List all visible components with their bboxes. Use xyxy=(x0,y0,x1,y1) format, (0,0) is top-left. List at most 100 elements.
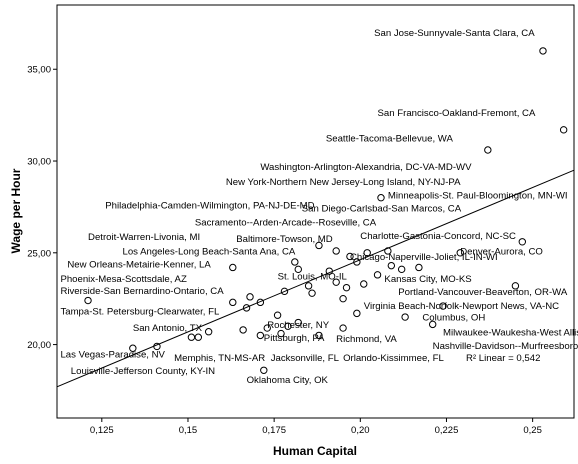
data-point xyxy=(291,258,299,266)
point-label: Nashville-Davidson--Murfreesboro, TN xyxy=(433,341,578,352)
point-label: New Orleans-Metairie-Kenner, LA xyxy=(67,259,211,270)
data-point xyxy=(339,324,347,332)
data-point xyxy=(518,238,526,246)
point-label: San Antonio, TX xyxy=(133,323,203,334)
point-label: Detroit-Warren-Livonia, MI xyxy=(88,232,200,243)
y-axis-title: Wage per Hour xyxy=(9,168,23,253)
data-point xyxy=(401,313,409,321)
data-point xyxy=(339,294,347,303)
x-tick-label: 0,25 xyxy=(523,425,542,436)
point-label: Philadelphia-Camden-Wilmington, PA-NJ-DE… xyxy=(105,201,314,212)
point-label: Virginia Beach-Norfolk-Newport News, VA-… xyxy=(364,301,559,312)
data-point xyxy=(239,326,247,334)
r-squared-annotation: R² Linear = 0,542 xyxy=(466,353,540,364)
data-point xyxy=(439,302,447,310)
data-point xyxy=(353,258,361,266)
x-tick-label: 0,15 xyxy=(179,425,198,436)
data-point xyxy=(256,298,265,307)
data-point xyxy=(229,263,237,272)
data-point xyxy=(84,296,92,305)
point-label: St. Louis, MO-IL xyxy=(278,271,348,282)
x-tick-label: 0,175 xyxy=(262,425,286,436)
data-point xyxy=(153,342,161,351)
point-label: Louisville-Jefferson County, KY-IN xyxy=(71,366,215,377)
point-label: Tampa-St. Petersburg-Clearwater, FL xyxy=(60,306,220,317)
y-tick-label: 30,00 xyxy=(27,157,51,168)
data-point xyxy=(384,247,392,255)
point-label: Riverside-San Bernardino-Ontario, CA xyxy=(60,286,224,297)
data-point xyxy=(342,283,351,292)
point-label: Orlando-Kissimmee, FL xyxy=(343,353,444,364)
point-label: Rochester, NY xyxy=(267,320,329,331)
data-point xyxy=(456,249,464,257)
data-point xyxy=(363,249,371,257)
data-point xyxy=(129,344,137,352)
point-label: Las Vegas-Paradise, NV xyxy=(60,349,165,360)
data-point xyxy=(511,282,520,290)
point-label: Seattle-Tacoma-Bellevue, WA xyxy=(326,134,454,145)
x-axis-title: Human Capital xyxy=(273,444,357,458)
data-point xyxy=(484,146,492,154)
point-label: San Jose-Sunnyvale-Santa Clara, CA xyxy=(374,28,535,39)
point-label: Denver-Aurora, CO xyxy=(460,247,543,258)
point-label: Washington-Arlington-Alexandria, DC-VA-M… xyxy=(260,162,472,173)
point-label: San Francisco-Oakland-Fremont, CA xyxy=(378,108,536,119)
data-point xyxy=(539,47,547,55)
y-tick-label: 25,00 xyxy=(27,248,51,259)
data-point xyxy=(315,241,323,250)
data-point xyxy=(294,318,302,327)
x-tick-label: 0,125 xyxy=(90,425,114,436)
data-point xyxy=(428,320,437,329)
point-label: San Diego-Carlsbad-San Marcos, CA xyxy=(302,204,462,215)
fit-line xyxy=(56,169,575,388)
data-point xyxy=(204,328,213,336)
data-point xyxy=(304,282,313,290)
data-point xyxy=(263,324,271,332)
point-label: Charlotte-Gastonia-Concord, NC-SC xyxy=(360,231,516,242)
point-label: Portland-Vancouver-Beaverton, OR-WA xyxy=(398,287,568,298)
data-point xyxy=(246,293,254,301)
point-label: Oklahoma City, OK xyxy=(247,375,329,386)
data-point xyxy=(353,309,361,318)
point-label: New York-Northern New Jersey-Long Island… xyxy=(226,177,461,188)
data-point xyxy=(280,287,289,296)
data-point xyxy=(377,194,385,202)
point-label: Baltimore-Towson, MD xyxy=(236,234,333,245)
point-label: Memphis, TN-MS-AR xyxy=(174,353,265,364)
data-point xyxy=(277,329,285,338)
point-label: Chicago-Naperville-Joliet, IL-IN-WI xyxy=(350,252,498,263)
point-label: Minneapolis-St. Paul-Bloomington, MN-WI xyxy=(388,191,568,202)
data-point xyxy=(332,247,340,255)
data-point xyxy=(373,271,382,279)
x-tick-label: 0,225 xyxy=(435,425,459,436)
data-point xyxy=(332,278,340,286)
data-point xyxy=(360,280,368,288)
data-point xyxy=(315,331,323,340)
data-point xyxy=(229,298,237,307)
point-label: Kansas City, MO-KS xyxy=(384,274,471,285)
y-tick-label: 20,00 xyxy=(27,340,51,351)
x-tick-label: 0,20 xyxy=(351,425,370,436)
data-point xyxy=(415,263,423,272)
data-point xyxy=(260,366,268,374)
point-label: Jacksonville, FL xyxy=(271,353,340,364)
point-label: Columbus, OH xyxy=(422,313,485,324)
data-point xyxy=(346,252,354,261)
data-point xyxy=(194,333,203,341)
data-point xyxy=(242,304,251,312)
data-point xyxy=(294,265,302,274)
data-point xyxy=(387,261,396,270)
point-label: Milwaukee-Waukesha-West Allis, WI xyxy=(443,327,578,338)
data-point xyxy=(256,331,265,340)
data-point xyxy=(397,265,406,274)
data-point xyxy=(325,267,333,275)
point-label: Los Angeles-Long Beach-Santa Ana, CA xyxy=(122,247,295,258)
plot-area xyxy=(56,4,575,419)
y-tick-label: 35,00 xyxy=(27,65,51,76)
point-label: Sacramento--Arden-Arcade--Roseville, CA xyxy=(195,217,377,228)
data-point xyxy=(308,289,316,297)
point-label: Pittsburgh, PA xyxy=(264,333,325,344)
point-label: Richmond, VA xyxy=(336,334,397,345)
data-point xyxy=(559,126,568,134)
